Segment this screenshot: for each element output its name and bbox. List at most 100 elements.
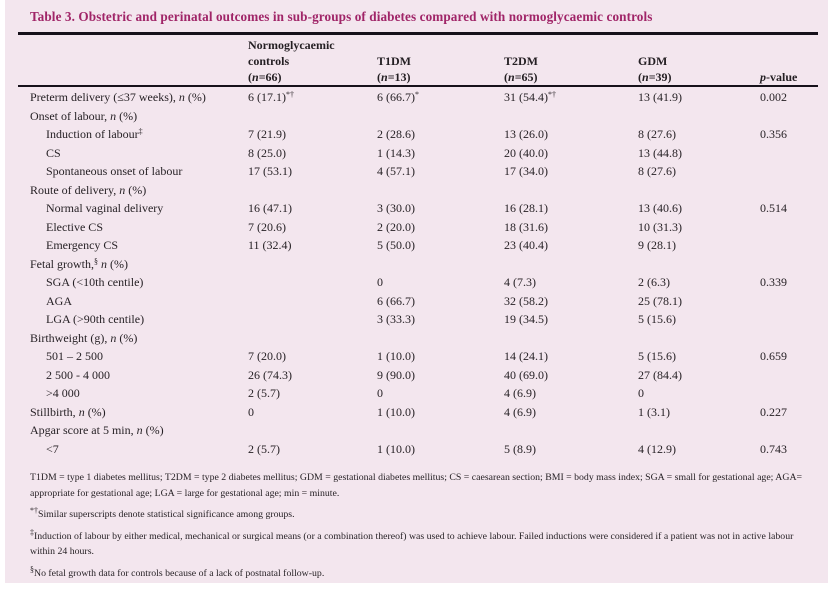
table-row: Onset of labour, n (%) <box>5 107 828 126</box>
table-row: Birthweight (g), n (%) <box>5 329 828 348</box>
cell-t2dm: 23 (40.4) <box>504 238 548 252</box>
cell-controls: 0 <box>248 404 254 419</box>
cell-t1dm: 0 <box>377 275 383 289</box>
row-label: Preterm delivery (≤37 weeks), n (%) <box>30 90 206 104</box>
row-label: Elective CS <box>46 219 103 234</box>
table-row: Spontaneous onset of labour 17 (53.1) 4 … <box>5 162 828 181</box>
cell-t2dm: 13 (26.0) <box>504 127 548 141</box>
cell-t1dm: 1 (10.0) <box>377 441 415 456</box>
table-body: Preterm delivery (≤37 weeks), n (%) 6 (1… <box>5 88 828 458</box>
cell-gdm: 0 <box>638 386 644 400</box>
cell-t1dm: 1 (10.0) <box>377 349 415 363</box>
column-header-t2dm: T2DM (n=65) <box>504 53 538 85</box>
column-header-line: Normoglycaemic <box>248 38 335 52</box>
row-label: Onset of labour, n (%) <box>30 108 138 123</box>
column-header-line: (n=13) <box>377 70 411 84</box>
cell-t1dm: 5 (50.0) <box>377 238 415 252</box>
cell-t1dm: 9 (90.0) <box>377 367 415 382</box>
column-header-line: T2DM <box>504 54 538 68</box>
column-header-controls: Normoglycaemic controls (n=66) <box>248 37 335 85</box>
table-row: Elective CS 7 (20.6) 2 (20.0) 18 (31.6) … <box>5 218 828 237</box>
cell-controls: 8 (25.0) <box>248 145 286 160</box>
footnote-abbreviations: T1DM = type 1 diabetes mellitus; T2DM = … <box>30 472 803 499</box>
cell-gdm: 5 (15.6) <box>638 349 676 363</box>
cell-pvalue: 0.002 <box>760 90 787 104</box>
cell-controls: 7 (21.9) <box>248 127 286 141</box>
table-row: CS 8 (25.0) 1 (14.3) 20 (40.0) 13 (44.8) <box>5 144 828 163</box>
cell-gdm: 13 (41.9) <box>638 90 682 104</box>
cell-controls: 26 (74.3) <box>248 367 292 382</box>
cell-gdm: 10 (31.3) <box>638 219 682 234</box>
footnote-induction: ‡Induction of labour by either medical, … <box>30 527 794 557</box>
cell-t2dm: 18 (31.6) <box>504 219 548 234</box>
row-label: AGA <box>46 293 72 308</box>
cell-t2dm: 31 (54.4)*† <box>504 90 556 104</box>
cell-t1dm: 1 (10.0) <box>377 404 415 419</box>
cell-gdm: 1 (3.1) <box>638 404 670 419</box>
table-row: Emergency CS 11 (32.4) 5 (50.0) 23 (40.4… <box>5 236 828 255</box>
table-row: Stillbirth, n (%) 0 1 (10.0) 4 (6.9) 1 (… <box>5 403 828 422</box>
cell-gdm: 5 (15.6) <box>638 312 676 326</box>
table-row: AGA 6 (66.7) 32 (58.2) 25 (78.1) <box>5 292 828 311</box>
cell-gdm: 13 (44.8) <box>638 145 682 160</box>
cell-controls: 16 (47.1) <box>248 201 292 215</box>
cell-gdm: 2 (6.3) <box>638 275 670 289</box>
cell-controls: 2 (5.7) <box>248 441 280 456</box>
table-footnotes: T1DM = type 1 diabetes mellitus; T2DM = … <box>30 470 818 587</box>
cell-controls: 11 (32.4) <box>248 238 292 252</box>
table-row: Apgar score at 5 min, n (%) <box>5 421 828 440</box>
row-label: Normal vaginal delivery <box>46 201 164 215</box>
cell-gdm: 9 (28.1) <box>638 238 676 252</box>
cell-pvalue: 0.356 <box>760 127 787 141</box>
row-label: LGA (>90th centile) <box>46 312 145 326</box>
row-label: Fetal growth,§ n (%) <box>30 256 128 271</box>
cell-gdm: 8 (27.6) <box>638 164 676 178</box>
column-header-line: T1DM <box>377 54 411 68</box>
row-label: >4 000 <box>46 386 80 400</box>
cell-t2dm: 32 (58.2) <box>504 293 548 308</box>
cell-t2dm: 19 (34.5) <box>504 312 548 326</box>
cell-pvalue: 0.227 <box>760 404 787 419</box>
table-row: Induction of labour‡ 7 (21.9) 2 (28.6) 1… <box>5 125 828 144</box>
column-header-line: (n=66) <box>248 70 282 84</box>
cell-gdm: 25 (78.1) <box>638 293 682 308</box>
cell-controls: 6 (17.1)*† <box>248 90 294 104</box>
cell-controls: 17 (53.1) <box>248 164 292 178</box>
footnote-significance: *†Similar superscripts denote statistica… <box>30 506 295 521</box>
cell-controls: 7 (20.6) <box>248 219 286 234</box>
column-header-line: (n=39) <box>638 70 672 84</box>
column-header-gdm: GDM (n=39) <box>638 53 672 85</box>
cell-gdm: 27 (84.4) <box>638 367 682 382</box>
cell-pvalue: 0.514 <box>760 201 787 215</box>
column-header-line: (n=65) <box>504 70 538 84</box>
cell-t1dm: 6 (66.7) <box>377 293 415 308</box>
cell-gdm: 8 (27.6) <box>638 127 676 141</box>
column-header-pvalue: p-value <box>760 70 798 84</box>
cell-t2dm: 40 (69.0) <box>504 367 548 382</box>
header-rule <box>18 85 818 87</box>
row-label: Stillbirth, n (%) <box>30 404 106 419</box>
row-label: <7 <box>46 441 59 456</box>
cell-t2dm: 5 (8.9) <box>504 441 536 456</box>
table-row: 2 500 - 4 000 26 (74.3) 9 (90.0) 40 (69.… <box>5 366 828 385</box>
table-row: <7 2 (5.7) 1 (10.0) 5 (8.9) 4 (12.9) 0.7… <box>5 440 828 459</box>
row-label: Birthweight (g), n (%) <box>30 330 138 345</box>
row-label: Emergency CS <box>46 238 119 252</box>
cell-t1dm: 1 (14.3) <box>377 145 415 160</box>
table-row: Route of delivery, n (%) <box>5 181 828 200</box>
row-label: SGA (<10th centile) <box>46 275 144 289</box>
row-label: CS <box>46 145 61 160</box>
cell-t2dm: 4 (7.3) <box>504 275 536 289</box>
cell-t1dm: 2 (20.0) <box>377 219 415 234</box>
title-rule <box>18 32 818 35</box>
table-row: Fetal growth,§ n (%) <box>5 255 828 274</box>
row-label: 2 500 - 4 000 <box>46 367 110 382</box>
table-panel: Table 3. Obstetric and perinatal outcome… <box>5 0 828 583</box>
cell-t1dm: 3 (33.3) <box>377 312 415 326</box>
table-row: Preterm delivery (≤37 weeks), n (%) 6 (1… <box>5 88 828 107</box>
cell-t1dm: 0 <box>377 386 383 400</box>
column-header-line: controls <box>248 54 290 68</box>
table-row: Normal vaginal delivery 16 (47.1) 3 (30.… <box>5 199 828 218</box>
cell-t2dm: 20 (40.0) <box>504 145 548 160</box>
table-row: 501 – 2 500 7 (20.0) 1 (10.0) 14 (24.1) … <box>5 347 828 366</box>
